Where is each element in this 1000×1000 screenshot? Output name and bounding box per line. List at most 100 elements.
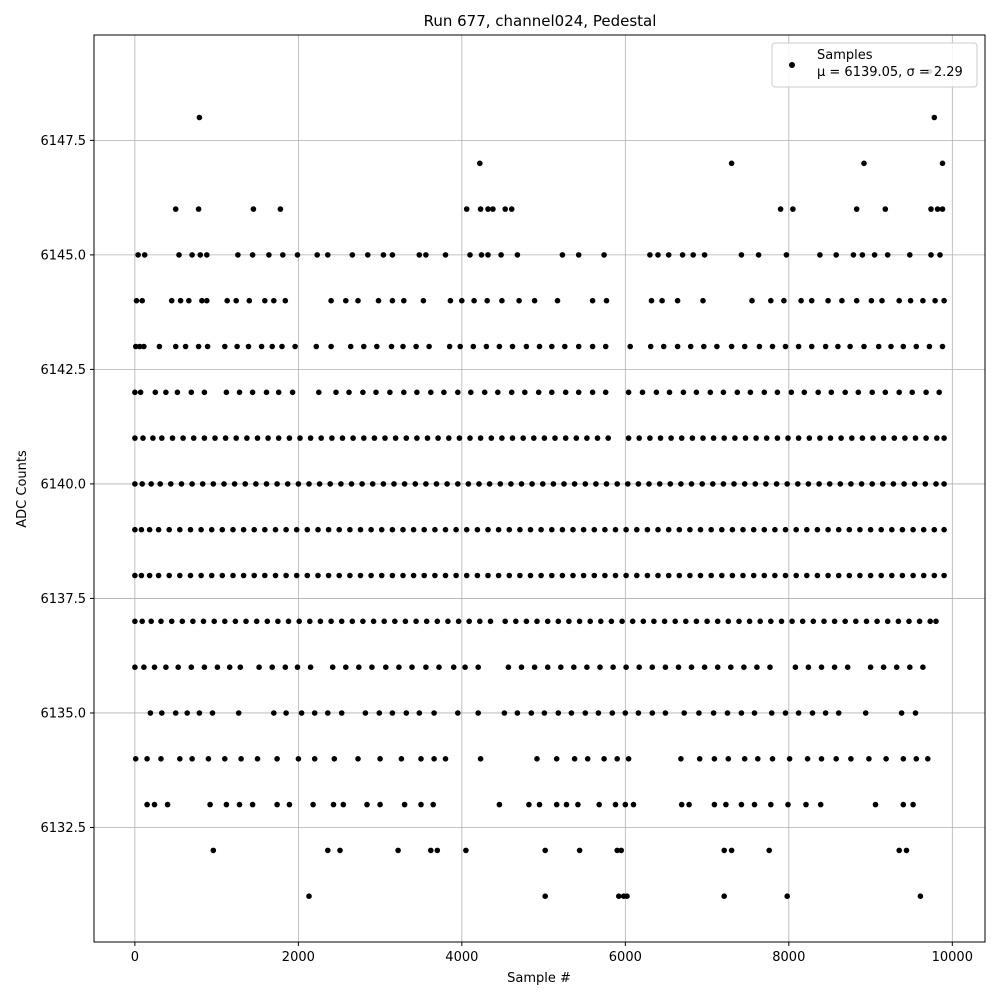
y-axis-ticks: 6132.5 6135.0 6137.5 6140.0 6142.5 6145.0 6147… bbox=[41, 134, 94, 836]
data-point bbox=[710, 481, 716, 487]
data-point bbox=[869, 481, 875, 487]
data-point bbox=[223, 801, 230, 808]
data-point bbox=[348, 481, 355, 487]
data-point bbox=[678, 435, 685, 441]
data-point bbox=[889, 526, 895, 533]
data-point bbox=[442, 572, 449, 579]
data-point bbox=[283, 710, 289, 716]
data-point bbox=[768, 801, 774, 808]
data-point bbox=[625, 481, 631, 487]
data-point bbox=[714, 343, 720, 350]
data-point bbox=[296, 618, 303, 625]
data-point bbox=[896, 297, 902, 304]
data-point bbox=[442, 756, 449, 762]
data-point bbox=[240, 526, 247, 533]
data-point bbox=[292, 343, 298, 350]
data-point bbox=[861, 343, 867, 350]
data-point bbox=[132, 481, 138, 487]
data-point bbox=[659, 297, 665, 304]
data-point bbox=[177, 526, 183, 533]
data-point bbox=[418, 801, 424, 808]
data-point bbox=[675, 664, 682, 670]
data-point bbox=[284, 481, 291, 487]
data-point bbox=[426, 343, 432, 350]
data-point bbox=[827, 435, 834, 441]
data-point bbox=[477, 435, 484, 441]
data-point bbox=[602, 572, 608, 579]
data-point bbox=[672, 618, 678, 625]
data-point bbox=[648, 297, 655, 304]
data-point bbox=[349, 618, 356, 625]
data-point bbox=[201, 664, 208, 670]
data-point bbox=[853, 206, 860, 212]
data-point bbox=[899, 526, 906, 533]
data-point bbox=[903, 847, 910, 854]
data-point bbox=[403, 435, 410, 441]
data-point bbox=[431, 756, 437, 762]
data-point bbox=[701, 252, 708, 258]
data-point bbox=[527, 572, 534, 579]
data-point bbox=[657, 435, 664, 441]
data-point bbox=[849, 435, 855, 441]
data-point bbox=[414, 435, 420, 441]
data-point bbox=[389, 572, 396, 579]
data-point bbox=[360, 389, 366, 396]
data-point bbox=[636, 664, 642, 670]
data-point bbox=[589, 297, 596, 304]
data-point bbox=[195, 206, 202, 212]
data-point bbox=[200, 618, 207, 625]
data-point bbox=[534, 756, 540, 762]
data-point bbox=[781, 297, 787, 304]
data-point bbox=[584, 756, 591, 762]
data-point bbox=[721, 847, 727, 854]
data-point bbox=[230, 572, 236, 579]
data-point bbox=[152, 389, 159, 396]
data-point bbox=[529, 481, 535, 487]
data-point bbox=[509, 435, 516, 441]
data-point bbox=[601, 756, 607, 762]
data-point bbox=[634, 526, 640, 533]
data-point bbox=[825, 297, 831, 304]
data-point bbox=[814, 526, 821, 533]
data-point bbox=[614, 847, 620, 854]
data-point bbox=[655, 252, 661, 258]
data-point bbox=[188, 664, 195, 670]
data-point bbox=[306, 893, 312, 899]
data-point bbox=[623, 572, 629, 579]
data-point bbox=[666, 389, 673, 396]
data-point bbox=[432, 572, 438, 579]
data-point bbox=[801, 389, 808, 396]
data-point bbox=[817, 801, 824, 808]
data-point bbox=[476, 481, 482, 487]
legend-label: Samples bbox=[817, 48, 873, 63]
data-point bbox=[377, 756, 383, 762]
data-point bbox=[939, 160, 946, 167]
data-point bbox=[630, 801, 637, 808]
data-point bbox=[189, 252, 195, 258]
data-point bbox=[553, 801, 560, 808]
data-point bbox=[913, 756, 920, 762]
data-point bbox=[597, 664, 603, 670]
data-point bbox=[307, 618, 313, 625]
data-point bbox=[575, 252, 582, 258]
data-point bbox=[773, 481, 780, 487]
data-point bbox=[424, 435, 431, 441]
data-point bbox=[304, 572, 311, 579]
data-point bbox=[155, 572, 162, 579]
data-point bbox=[526, 801, 532, 808]
data-point bbox=[782, 526, 789, 533]
data-point bbox=[910, 526, 916, 533]
data-point bbox=[728, 343, 735, 350]
data-point bbox=[459, 297, 465, 304]
data-point bbox=[431, 710, 437, 716]
data-point bbox=[784, 481, 790, 487]
data-point bbox=[280, 252, 286, 258]
data-point bbox=[236, 801, 243, 808]
data-point bbox=[822, 343, 829, 350]
data-point bbox=[563, 801, 570, 808]
data-point bbox=[262, 526, 268, 533]
data-point bbox=[761, 389, 768, 396]
data-point bbox=[389, 526, 396, 533]
data-point bbox=[251, 572, 257, 579]
data-point bbox=[784, 893, 790, 899]
